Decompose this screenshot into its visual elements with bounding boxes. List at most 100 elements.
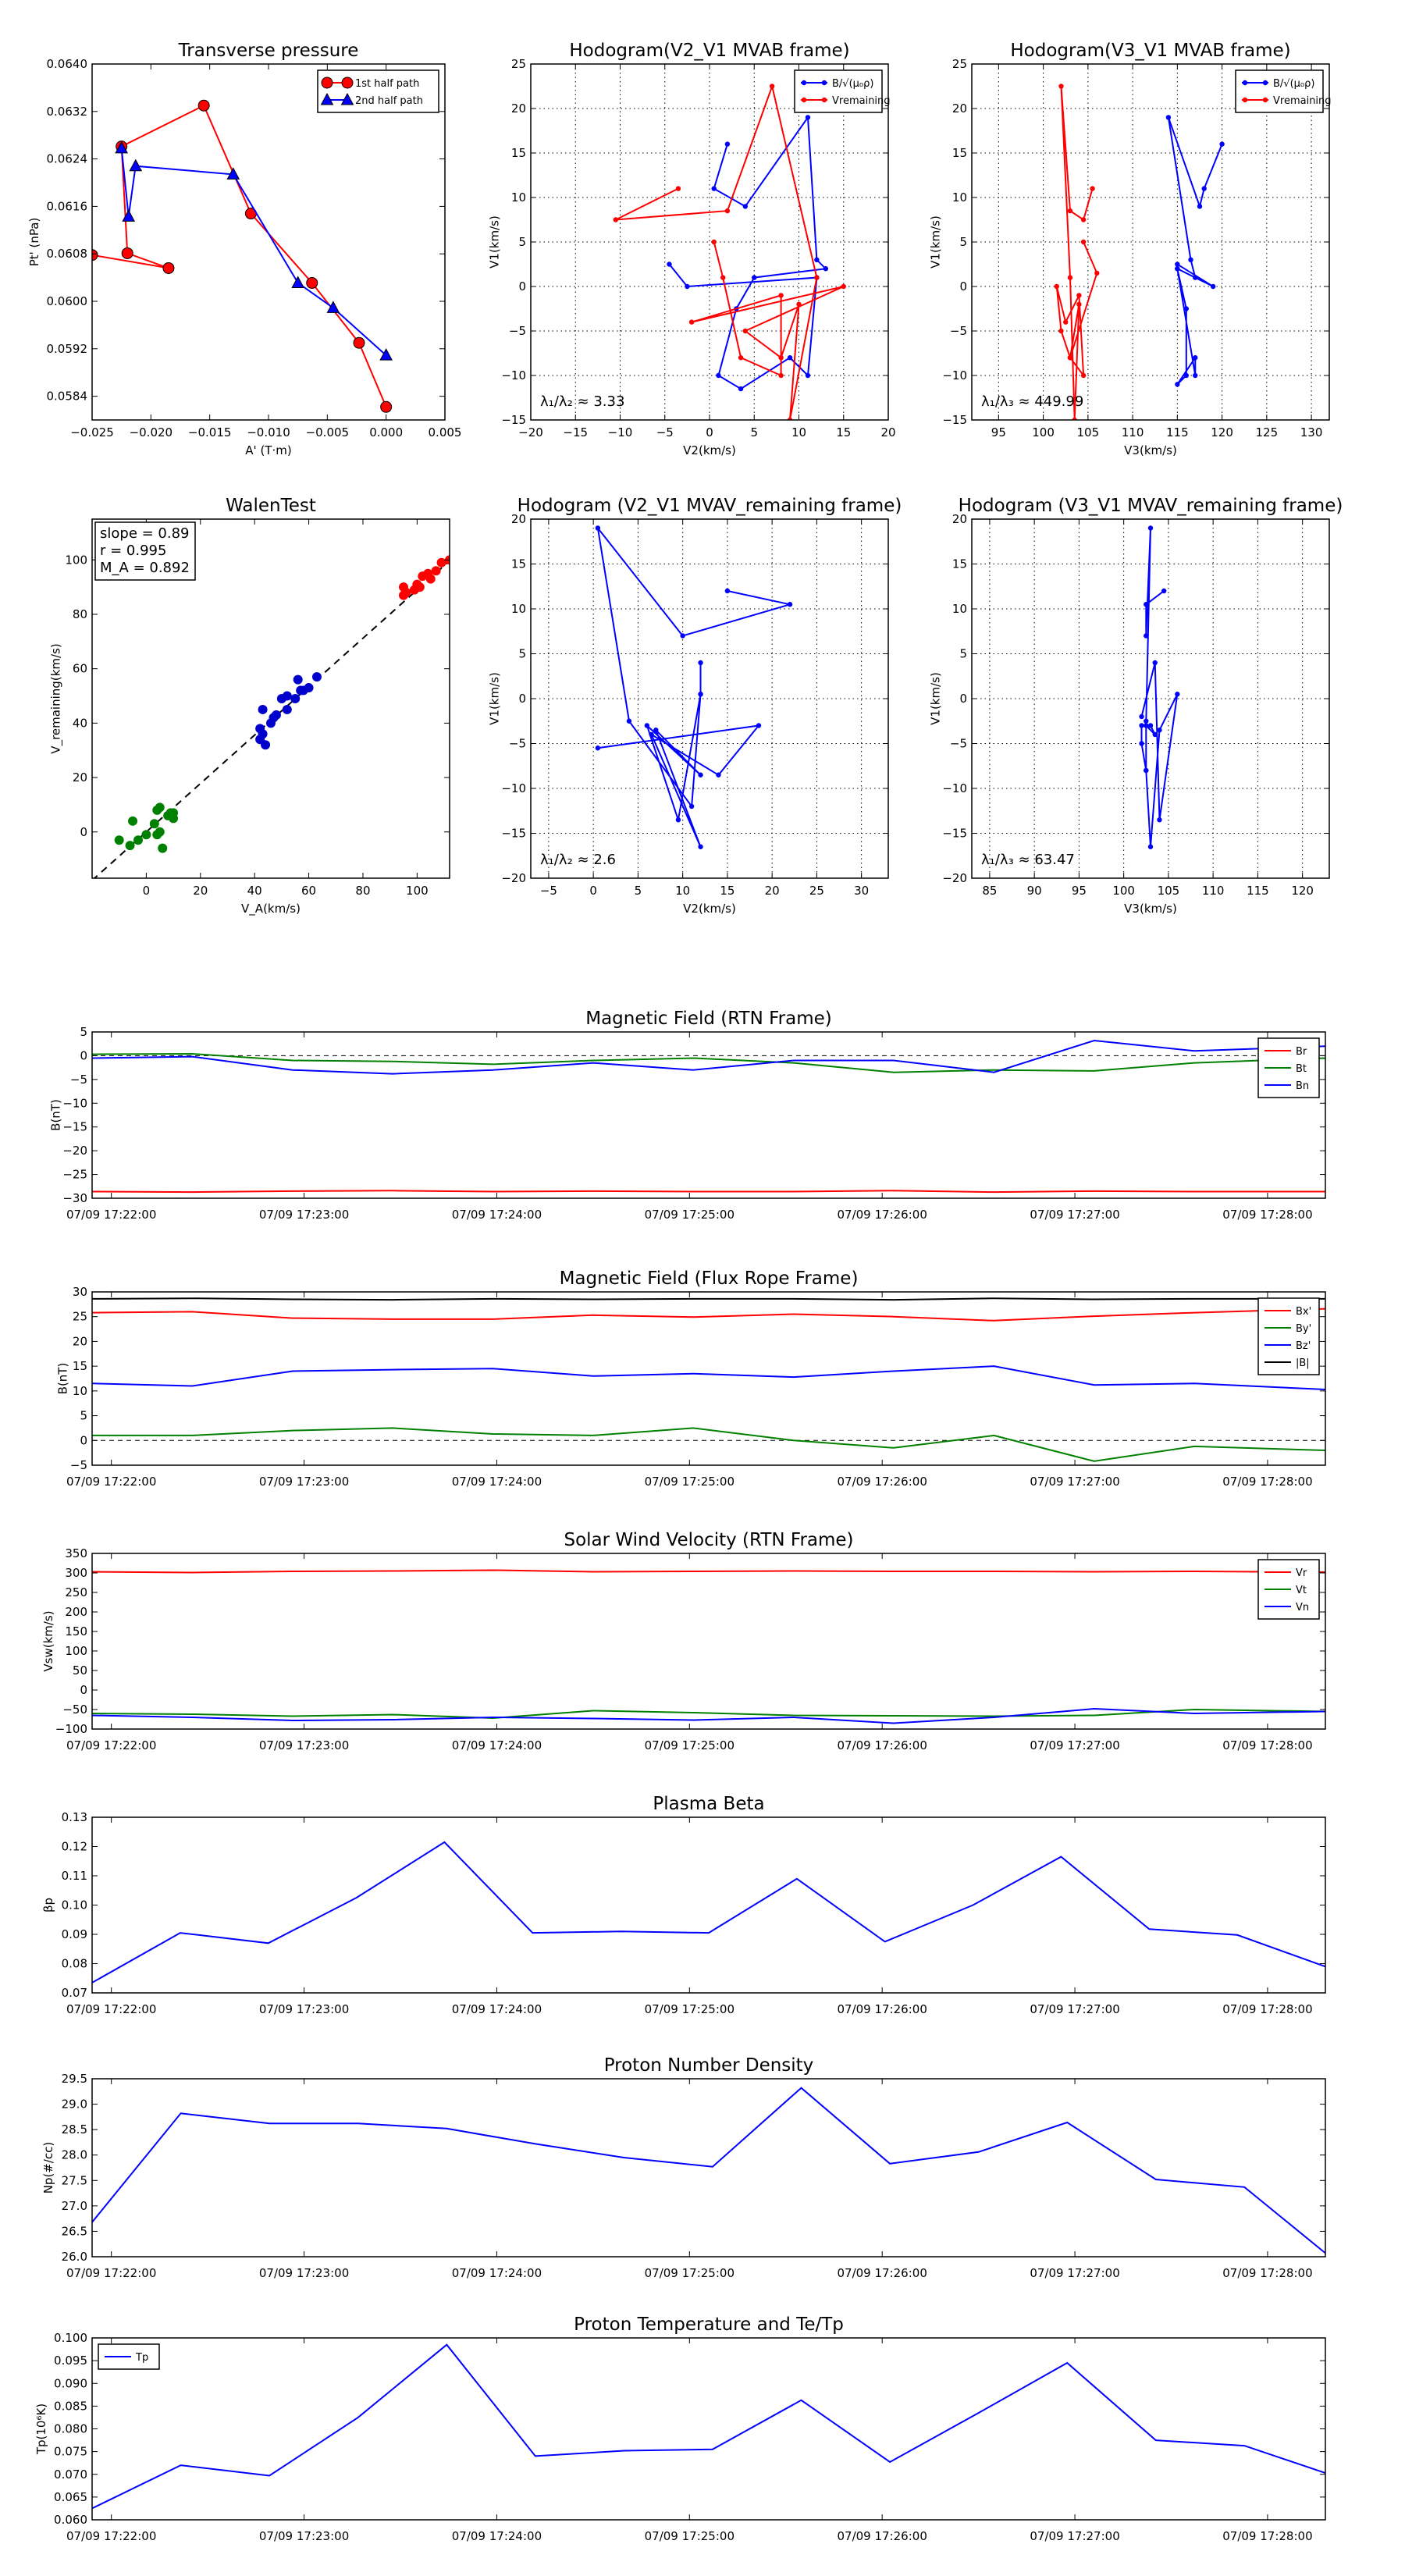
chart-title: WalenTest <box>226 496 316 516</box>
legend-label: Vremaining <box>832 95 891 107</box>
chart-title: Solar Wind Velocity (RTN Frame) <box>564 1530 853 1550</box>
data-point <box>698 692 703 697</box>
x-tick-label: −20 <box>518 425 543 439</box>
series-bx- <box>92 1308 1325 1322</box>
y-tick-label: 0.07 <box>62 1986 87 2000</box>
x-tick-label: 15 <box>720 884 735 898</box>
x-tick-label: 105 <box>1158 884 1180 898</box>
x-tick-label: 0 <box>706 425 713 439</box>
sw-velocity-chart: 07/09 17:22:00 07/09 17:23:00 07/09 17:24:… <box>41 1530 1326 1752</box>
data-point <box>141 830 151 840</box>
series-line <box>92 1039 1325 1075</box>
series-line <box>92 2087 1325 2254</box>
legend: 1st half path 2nd half path <box>317 69 439 113</box>
x-tick-label: 40 <box>247 884 262 898</box>
data-point <box>128 816 138 826</box>
data-point <box>1144 633 1149 639</box>
eigenvalue-ratio: λ₁/λ₂ ≈ 2.6 <box>540 852 616 868</box>
x-tick-label: 5 <box>635 884 642 898</box>
chart-title: Hodogram(V3_V1 MVAB frame) <box>1010 41 1290 61</box>
data-point <box>121 247 133 259</box>
data-point <box>685 283 690 290</box>
data-point <box>158 843 168 853</box>
data-point <box>1175 262 1180 267</box>
y-tick-label: −50 <box>62 1703 87 1717</box>
data-point <box>1147 844 1154 849</box>
legend-label: Bx' <box>1296 1306 1311 1318</box>
series-1st-half-path <box>92 99 393 413</box>
y-tick-label: 10 <box>511 190 526 205</box>
data-point <box>1201 186 1207 191</box>
data-point <box>155 802 165 813</box>
series-v <box>595 525 793 849</box>
y-tick-label: 20 <box>511 101 526 116</box>
y-tick-label: 0.080 <box>54 2422 87 2436</box>
y-tick-label: 0.075 <box>54 2445 87 2459</box>
y-tick-label: 100 <box>65 553 87 567</box>
x-tick-label: 110 <box>1202 884 1225 898</box>
x-tick-label: 100 <box>406 884 429 898</box>
y-tick-label: 0 <box>518 692 526 706</box>
y-tick-label: 0.095 <box>54 2354 87 2368</box>
series-line <box>596 525 791 848</box>
data-point <box>1090 186 1095 191</box>
x-axis-label: V3(km/s) <box>1124 902 1177 916</box>
data-point <box>1058 328 1064 334</box>
data-point <box>304 683 314 693</box>
series-line <box>1167 117 1223 386</box>
stats-line: M_A = 0.892 <box>100 560 190 576</box>
x-tick-label: 07/09 17:26:00 <box>838 1208 927 1222</box>
data-point <box>431 566 441 576</box>
y-tick-label: 20 <box>952 512 967 526</box>
legend-label: Tp <box>135 2352 148 2364</box>
x-tick-label: 115 <box>1247 884 1269 898</box>
legend-box <box>1235 69 1324 113</box>
chart-title: Transverse pressure <box>178 41 359 61</box>
x-tick-label: 80 <box>355 884 370 898</box>
legend-marker <box>321 76 333 89</box>
data-point <box>425 574 436 584</box>
y-tick-label: 25 <box>73 1310 87 1324</box>
y-tick-label: 5 <box>80 1409 87 1423</box>
y-tick-label: 0.070 <box>54 2467 87 2482</box>
data-point <box>688 803 695 809</box>
legend-marker <box>821 80 827 86</box>
legend-label: Vn <box>1296 1602 1309 1614</box>
legend-label: Bz' <box>1296 1340 1311 1352</box>
x-tick-label: 20 <box>765 884 780 898</box>
plot-frame <box>91 1031 1326 1199</box>
x-tick-label: 125 <box>1256 425 1279 439</box>
y-tick-label: −15 <box>62 1120 87 1134</box>
data-point <box>1067 208 1073 214</box>
x-tick-label: 07/09 17:26:00 <box>838 1475 927 1489</box>
data-point <box>1139 713 1144 720</box>
legend-marker <box>821 97 827 103</box>
data-point <box>724 141 731 147</box>
legend-box <box>317 69 439 113</box>
data-point <box>414 582 425 592</box>
x-tick-label: 105 <box>1077 425 1100 439</box>
x-tick-label: 60 <box>301 884 316 898</box>
data-point <box>122 209 136 222</box>
legend-label: By' <box>1296 1323 1311 1335</box>
data-point <box>644 723 650 728</box>
data-point <box>197 99 210 112</box>
series-b- <box>1165 115 1225 387</box>
y-tick-label: 26.5 <box>62 2224 87 2238</box>
data-point <box>436 557 446 568</box>
data-point <box>125 841 135 851</box>
data-point <box>401 588 411 598</box>
data-point <box>1094 270 1100 276</box>
hodo-v2-mvav-chart: −5 0 5 10 15 20 25 30−20−15−10−505101520Hodogra… <box>487 496 902 916</box>
data-point <box>129 158 143 172</box>
series-green <box>114 802 179 853</box>
data-point <box>688 319 695 325</box>
data-point <box>778 293 784 298</box>
data-point <box>1144 718 1149 724</box>
x-tick-label: 07/09 17:24:00 <box>452 2266 542 2280</box>
x-tick-label: 15 <box>836 425 851 439</box>
y-tick-label: −100 <box>55 1722 87 1736</box>
y-tick-label: 250 <box>65 1585 87 1599</box>
y-tick-label: −20 <box>942 871 967 885</box>
